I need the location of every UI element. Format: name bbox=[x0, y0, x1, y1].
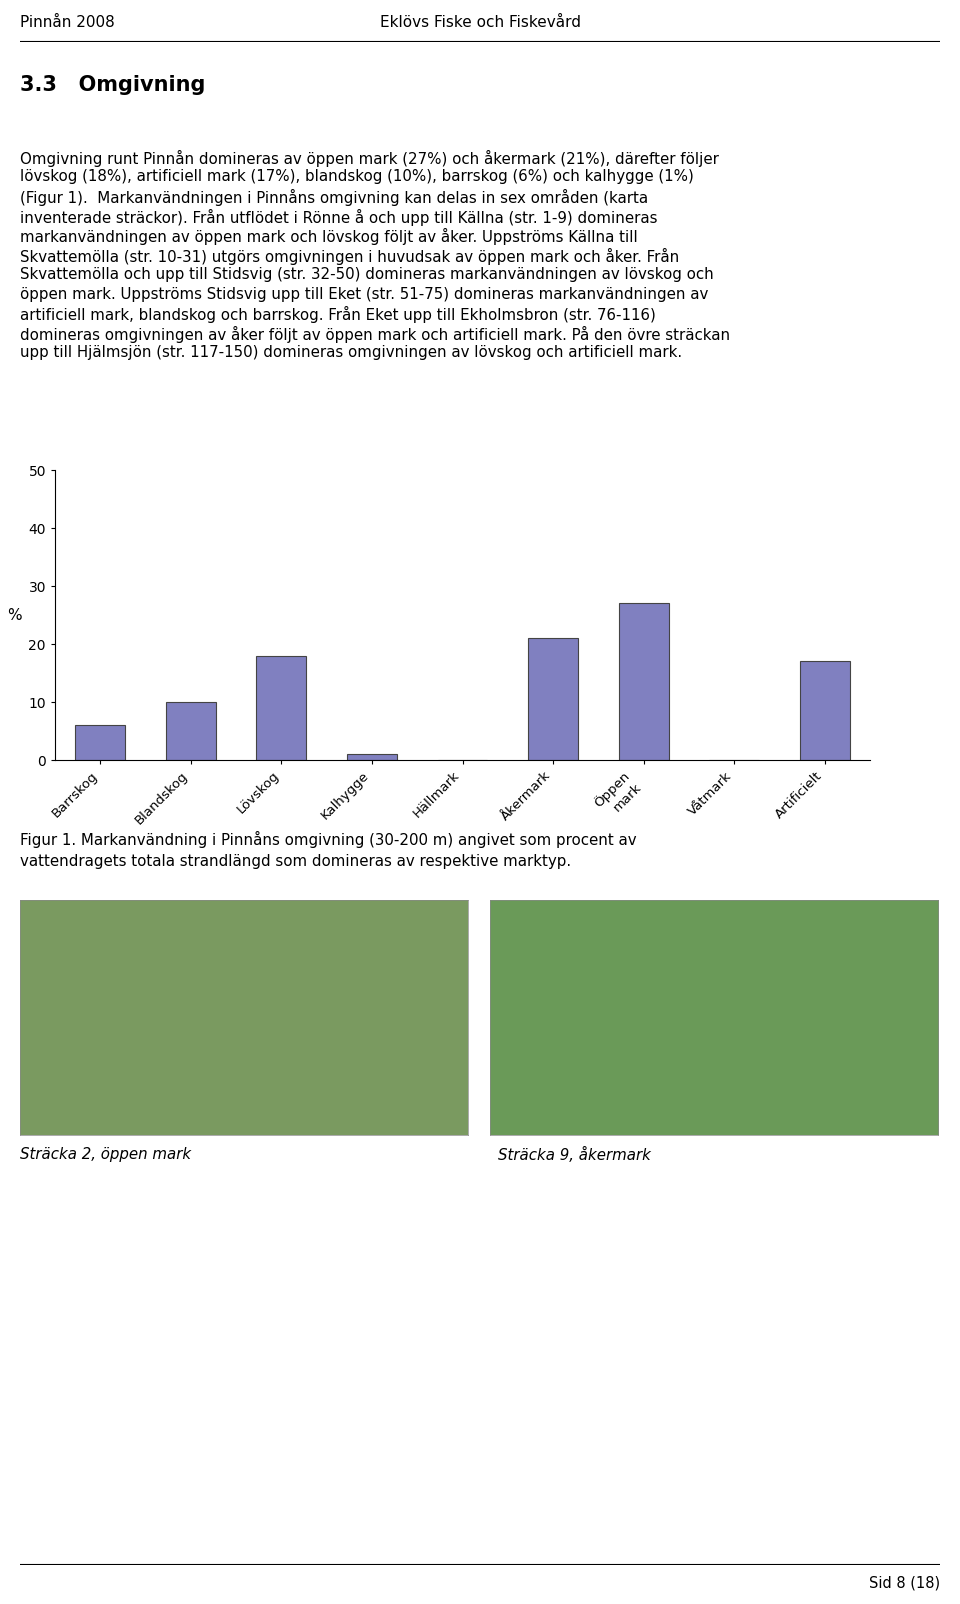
Bar bbox=[256, 656, 306, 760]
Text: inventerade sträckor). Från utflödet i Rönne å och upp till Källna (str. 1-9) do: inventerade sträckor). Från utflödet i R… bbox=[20, 209, 658, 226]
Text: Omgivning runt Pinnån domineras av öppen mark (27%) och åkermark (21%), därefter: Omgivning runt Pinnån domineras av öppen… bbox=[20, 151, 719, 167]
Text: vattendragets totala strandlängd som domineras av respektive marktyp.: vattendragets totala strandlängd som dom… bbox=[20, 853, 571, 869]
Text: Figur 1. Markanvändning i Pinnåns omgivning (30-200 m) angivet som procent av: Figur 1. Markanvändning i Pinnåns omgivn… bbox=[20, 831, 636, 849]
Bar bbox=[166, 703, 216, 760]
Bar bbox=[76, 725, 125, 760]
Text: markanvändningen av öppen mark och lövskog följt av åker. Uppströms Källna till: markanvändningen av öppen mark och lövsk… bbox=[20, 228, 637, 245]
Text: lövskog (18%), artificiell mark (17%), blandskog (10%), barrskog (6%) och kalhyg: lövskog (18%), artificiell mark (17%), b… bbox=[20, 170, 694, 184]
Text: Skvattemölla och upp till Stidsvig (str. 32-50) domineras markanvändningen av lö: Skvattemölla och upp till Stidsvig (str.… bbox=[20, 266, 713, 282]
Bar bbox=[800, 661, 850, 760]
Y-axis label: %: % bbox=[7, 608, 22, 622]
Text: domineras omgivningen av åker följt av öppen mark och artificiell mark. På den ö: domineras omgivningen av åker följt av ö… bbox=[20, 326, 731, 343]
Text: Sträcka 9, åkermark: Sträcka 9, åkermark bbox=[498, 1147, 651, 1163]
Text: Sträcka 2, öppen mark: Sträcka 2, öppen mark bbox=[20, 1147, 191, 1163]
Text: Skvattemölla (str. 10-31) utgörs omgivningen i huvudsak av öppen mark och åker. : Skvattemölla (str. 10-31) utgörs omgivni… bbox=[20, 247, 680, 265]
Text: Eklövs Fiske och Fiskevård: Eklövs Fiske och Fiskevård bbox=[379, 14, 581, 30]
Bar bbox=[528, 638, 578, 760]
Text: artificiell mark, blandskog och barrskog. Från Eket upp till Ekholmsbron (str. 7: artificiell mark, blandskog och barrskog… bbox=[20, 306, 656, 322]
Bar bbox=[348, 754, 396, 760]
Text: Sid 8 (18): Sid 8 (18) bbox=[869, 1575, 940, 1590]
Text: 3.3   Omgivning: 3.3 Omgivning bbox=[20, 75, 205, 95]
Text: Pinnån 2008: Pinnån 2008 bbox=[20, 14, 115, 30]
Text: (Figur 1).  Markanvändningen i Pinnåns omgivning kan delas in sex områden (karta: (Figur 1). Markanvändningen i Pinnåns om… bbox=[20, 189, 648, 205]
Text: upp till Hjälmsjön (str. 117-150) domineras omgivningen av lövskog och artificie: upp till Hjälmsjön (str. 117-150) domine… bbox=[20, 345, 683, 359]
Text: öppen mark. Uppströms Stidsvig upp till Eket (str. 51-75) domineras markanvändni: öppen mark. Uppströms Stidsvig upp till … bbox=[20, 287, 708, 302]
Bar bbox=[618, 603, 668, 760]
